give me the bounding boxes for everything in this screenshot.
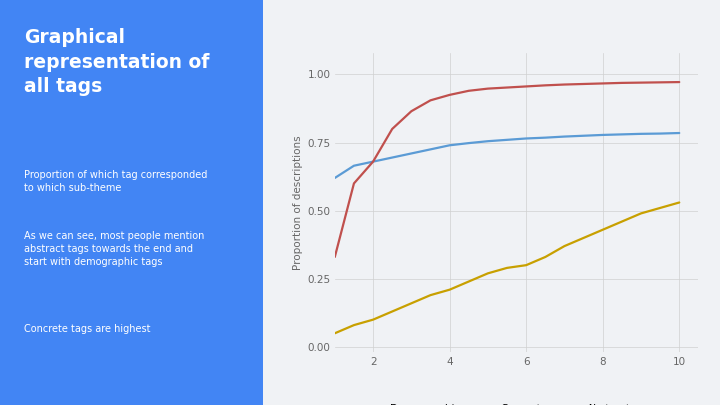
Text: As we can see, most people mention
abstract tags towards the end and
start with : As we can see, most people mention abstr… <box>24 231 204 267</box>
Text: Proportion of which tag corresponded
to which sub-theme: Proportion of which tag corresponded to … <box>24 170 207 193</box>
Text: Concrete tags are highest: Concrete tags are highest <box>24 324 150 334</box>
Text: Graphical
representation of
all tags: Graphical representation of all tags <box>24 28 209 96</box>
Y-axis label: Proportion of descriptions: Proportion of descriptions <box>293 135 303 270</box>
Legend: Demographic, Concrete, Abstract: Demographic, Concrete, Abstract <box>362 399 635 405</box>
